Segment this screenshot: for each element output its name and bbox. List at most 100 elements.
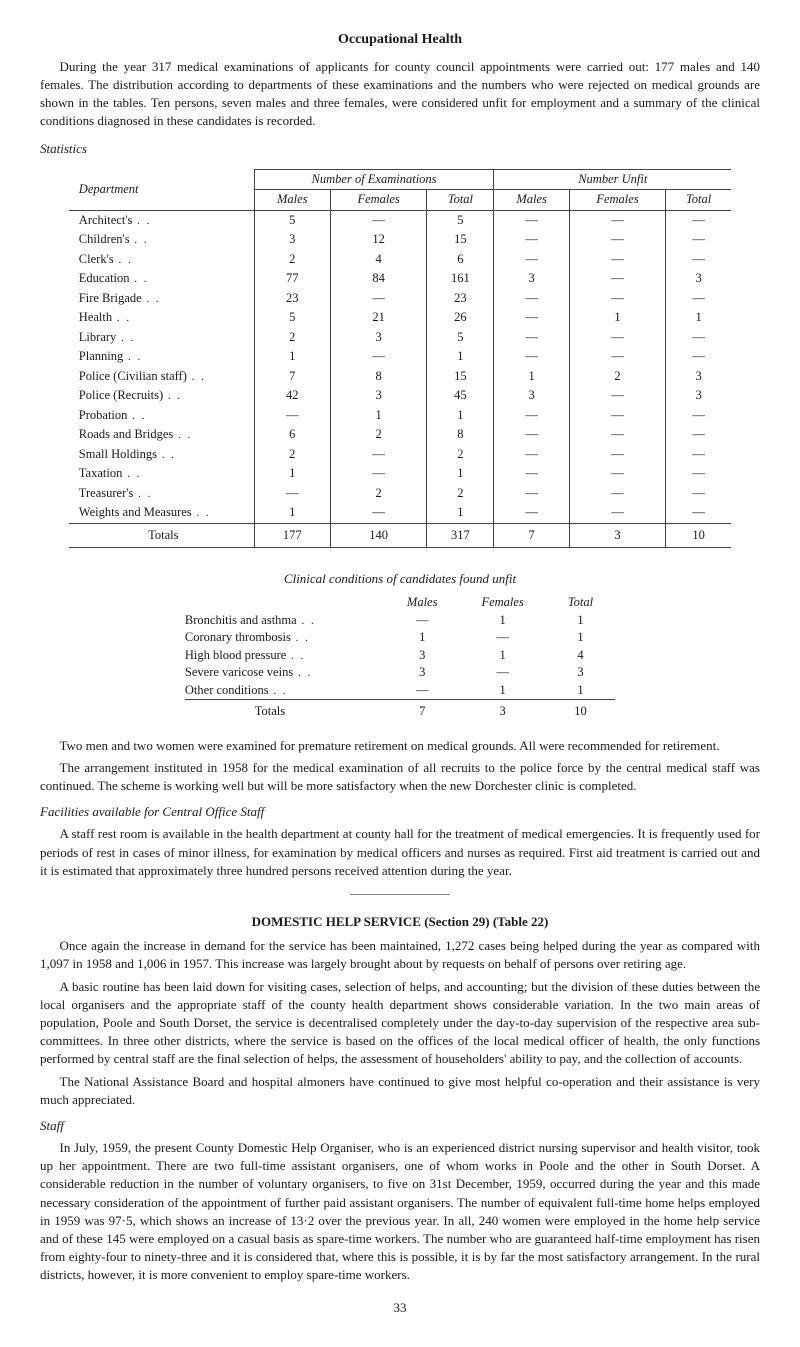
clinical-label: Other conditions: [185, 682, 385, 700]
cell-unfit-females: —: [569, 464, 665, 484]
staff-paragraph: In July, 1959, the present County Domest…: [40, 1139, 760, 1285]
clinical-females: —: [459, 664, 545, 682]
clinical-total: 1: [546, 629, 615, 647]
cell-males: 2: [254, 250, 330, 270]
cell-total: 1: [427, 464, 494, 484]
totals-total: 317: [427, 523, 494, 548]
cell-unfit-females: —: [569, 250, 665, 270]
cell-unfit-males: 3: [494, 269, 570, 289]
clinical-totals-females: 3: [459, 700, 545, 721]
table-row: Taxation1—1———: [69, 464, 731, 484]
clinical-row: Other conditions—11: [185, 682, 615, 700]
cell-females: 2: [330, 484, 427, 504]
clinical-label: High blood pressure: [185, 647, 385, 665]
cell-unfit-males: —: [494, 289, 570, 309]
cell-unfit-total: 3: [666, 269, 732, 289]
divider: [350, 894, 450, 895]
cell-total: 6: [427, 250, 494, 270]
domestic-paragraph-3: The National Assistance Board and hospit…: [40, 1073, 760, 1109]
totals-males: 177: [254, 523, 330, 548]
cell-females: 1: [330, 406, 427, 426]
column-header-unfit-males: Males: [494, 190, 570, 211]
clinical-total: 1: [546, 612, 615, 630]
clinical-label: Bronchitis and asthma: [185, 612, 385, 630]
cell-females: 8: [330, 367, 427, 387]
clinical-totals-males: 7: [385, 700, 460, 721]
clinical-females: 1: [459, 682, 545, 700]
cell-males: 6: [254, 425, 330, 445]
staff-label: Staff: [40, 1117, 760, 1135]
cell-unfit-males: —: [494, 250, 570, 270]
column-header-females: Females: [330, 190, 427, 211]
totals-unfit-males: 7: [494, 523, 570, 548]
table-row: Library235———: [69, 328, 731, 348]
page-number: 33: [40, 1299, 760, 1317]
cell-females: 3: [330, 328, 427, 348]
cell-total: 1: [427, 406, 494, 426]
cell-males: 23: [254, 289, 330, 309]
clinical-males: 1: [385, 629, 460, 647]
cell-unfit-females: —: [569, 406, 665, 426]
examinations-table: Department Number of Examinations Number…: [69, 169, 731, 549]
cell-unfit-males: —: [494, 425, 570, 445]
page-title: Occupational Health: [40, 30, 760, 50]
clinical-row: High blood pressure314: [185, 647, 615, 665]
cell-total: 45: [427, 386, 494, 406]
clinical-table: Males Females Total Bronchitis and asthm…: [185, 594, 615, 721]
cell-unfit-total: 1: [666, 308, 732, 328]
clinical-col-males: Males: [385, 594, 460, 612]
cell-females: —: [330, 464, 427, 484]
clinical-females: —: [459, 629, 545, 647]
column-header-unfit-females: Females: [569, 190, 665, 211]
dept-label: Education: [69, 269, 254, 289]
table-row: Planning1—1———: [69, 347, 731, 367]
cell-unfit-total: —: [666, 503, 732, 523]
cell-males: 1: [254, 347, 330, 367]
cell-males: 77: [254, 269, 330, 289]
cell-females: 2: [330, 425, 427, 445]
cell-total: 161: [427, 269, 494, 289]
cell-total: 5: [427, 210, 494, 230]
cell-males: —: [254, 406, 330, 426]
cell-unfit-males: —: [494, 308, 570, 328]
cell-total: 1: [427, 503, 494, 523]
cell-unfit-females: —: [569, 484, 665, 504]
table-row: Police (Civilian staff)7815123: [69, 367, 731, 387]
dept-label: Police (Recruits): [69, 386, 254, 406]
dept-label: Planning: [69, 347, 254, 367]
cell-total: 2: [427, 445, 494, 465]
domestic-heading: DOMESTIC HELP SERVICE (Section 29) (Tabl…: [40, 913, 760, 931]
cell-total: 26: [427, 308, 494, 328]
table-row: Roads and Bridges628———: [69, 425, 731, 445]
cell-unfit-males: —: [494, 445, 570, 465]
clinical-row: Bronchitis and asthma—11: [185, 612, 615, 630]
table-row: Education77841613—3: [69, 269, 731, 289]
table-row: Weights and Measures1—1———: [69, 503, 731, 523]
cell-unfit-females: —: [569, 328, 665, 348]
cell-unfit-males: 1: [494, 367, 570, 387]
cell-unfit-total: 3: [666, 386, 732, 406]
clinical-col-total: Total: [546, 594, 615, 612]
cell-unfit-total: —: [666, 328, 732, 348]
cell-females: 21: [330, 308, 427, 328]
table-row: Police (Recruits)423453—3: [69, 386, 731, 406]
cell-males: 3: [254, 230, 330, 250]
domestic-paragraph-1: Once again the increase in demand for th…: [40, 937, 760, 973]
clinical-total: 1: [546, 682, 615, 700]
column-group-unfit: Number Unfit: [494, 169, 731, 190]
table-row: Architect's5—5———: [69, 210, 731, 230]
clinical-title: Clinical conditions of candidates found …: [40, 570, 760, 588]
cell-unfit-males: —: [494, 230, 570, 250]
cell-males: 2: [254, 328, 330, 348]
cell-unfit-females: 1: [569, 308, 665, 328]
cell-unfit-total: —: [666, 230, 732, 250]
cell-unfit-total: —: [666, 289, 732, 309]
totals-females: 140: [330, 523, 427, 548]
dept-label: Architect's: [69, 210, 254, 230]
intro-paragraph: During the year 317 medical examinations…: [40, 58, 760, 131]
cell-unfit-males: 3: [494, 386, 570, 406]
cell-unfit-females: —: [569, 425, 665, 445]
cell-males: 1: [254, 464, 330, 484]
retirement-paragraph: Two men and two women were examined for …: [40, 737, 760, 755]
dept-label: Clerk's: [69, 250, 254, 270]
